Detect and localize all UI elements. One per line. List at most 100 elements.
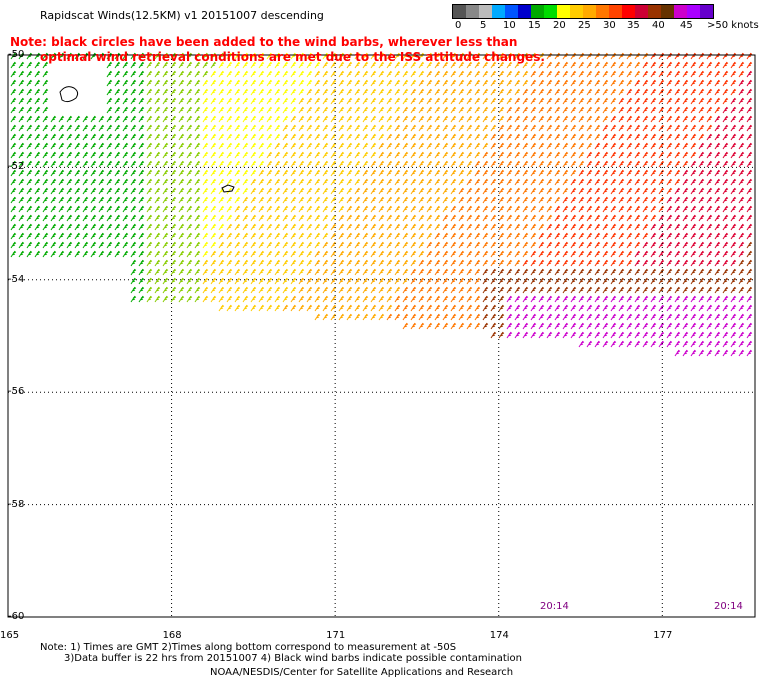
wind-barb xyxy=(162,70,169,78)
wind-barb xyxy=(602,52,609,60)
wind-barb xyxy=(410,241,417,249)
wind-barb xyxy=(418,232,425,240)
wind-barb xyxy=(570,205,577,213)
wind-barb xyxy=(42,70,49,78)
wind-barb xyxy=(714,178,721,186)
wind-barb xyxy=(130,214,137,222)
wind-barb xyxy=(682,349,689,357)
wind-barb xyxy=(346,268,353,276)
wind-barb xyxy=(42,178,49,186)
wind-barb xyxy=(194,124,201,132)
wind-barb xyxy=(162,250,169,258)
wind-barb xyxy=(250,70,257,78)
wind-barb xyxy=(34,250,41,258)
wind-barb xyxy=(578,187,585,195)
wind-barb xyxy=(226,178,233,186)
wind-barb xyxy=(506,322,513,330)
wind-barb xyxy=(130,241,137,249)
wind-barb xyxy=(266,232,273,240)
wind-barb xyxy=(570,169,577,177)
wind-barb xyxy=(578,268,585,276)
wind-barb xyxy=(738,241,745,249)
wind-barb xyxy=(498,250,505,258)
wind-barb xyxy=(490,160,497,168)
wind-barb xyxy=(290,70,297,78)
wind-barb xyxy=(402,277,409,285)
wind-barb xyxy=(218,142,225,150)
wind-barb xyxy=(362,106,369,114)
wind-barb xyxy=(266,115,273,123)
wind-barb xyxy=(330,106,337,114)
wind-barb xyxy=(354,79,361,87)
wind-barb xyxy=(194,115,201,123)
wind-barb xyxy=(234,142,241,150)
wind-barb xyxy=(538,259,545,267)
wind-barb xyxy=(474,250,481,258)
wind-barb xyxy=(50,223,57,231)
wind-barb xyxy=(626,97,633,105)
wind-barb xyxy=(218,115,225,123)
wind-barb xyxy=(74,151,81,159)
wind-barb xyxy=(498,142,505,150)
wind-barb xyxy=(474,313,481,321)
wind-barb xyxy=(386,124,393,132)
wind-barb xyxy=(274,124,281,132)
wind-barb xyxy=(42,250,49,258)
wind-barb xyxy=(18,241,25,249)
wind-barb xyxy=(674,97,681,105)
wind-barb xyxy=(562,160,569,168)
wind-barb xyxy=(730,196,737,204)
wind-barb xyxy=(242,178,249,186)
wind-barb xyxy=(290,295,297,303)
wind-barb xyxy=(418,79,425,87)
wind-barb xyxy=(434,88,441,96)
wind-barb xyxy=(362,79,369,87)
wind-barb xyxy=(210,97,217,105)
wind-barb xyxy=(666,187,673,195)
wind-barb xyxy=(154,151,161,159)
wind-barb xyxy=(354,259,361,267)
wind-barb xyxy=(362,178,369,186)
wind-barb xyxy=(58,142,65,150)
wind-barb xyxy=(706,268,713,276)
wind-barb xyxy=(458,259,465,267)
wind-barb xyxy=(154,205,161,213)
wind-barb xyxy=(362,142,369,150)
wind-barb xyxy=(618,196,625,204)
wind-barb xyxy=(162,277,169,285)
wind-barb xyxy=(466,223,473,231)
wind-barb xyxy=(338,277,345,285)
wind-barb xyxy=(490,223,497,231)
wind-barb xyxy=(650,61,657,69)
wind-barb xyxy=(698,286,705,294)
wind-barb xyxy=(162,241,169,249)
wind-barb xyxy=(682,277,689,285)
wind-barb xyxy=(506,205,513,213)
wind-barb xyxy=(626,268,633,276)
wind-barb xyxy=(714,232,721,240)
wind-barb xyxy=(586,232,593,240)
wind-barb xyxy=(354,241,361,249)
wind-barb xyxy=(370,196,377,204)
wind-barb xyxy=(530,106,537,114)
wind-barb xyxy=(410,142,417,150)
wind-barb xyxy=(690,133,697,141)
wind-barb xyxy=(290,304,297,312)
wind-barb xyxy=(130,151,137,159)
wind-barb xyxy=(186,151,193,159)
wind-barb xyxy=(218,214,225,222)
wind-barb xyxy=(322,70,329,78)
wind-barb xyxy=(482,70,489,78)
wind-barb xyxy=(154,160,161,168)
wind-barb xyxy=(298,259,305,267)
wind-barb xyxy=(434,205,441,213)
wind-barb xyxy=(242,295,249,303)
wind-barb xyxy=(298,169,305,177)
wind-barb xyxy=(330,160,337,168)
wind-barb xyxy=(314,232,321,240)
wind-barb xyxy=(82,133,89,141)
wind-barb xyxy=(642,313,649,321)
wind-barb xyxy=(426,250,433,258)
wind-barb xyxy=(434,70,441,78)
wind-barb xyxy=(674,178,681,186)
